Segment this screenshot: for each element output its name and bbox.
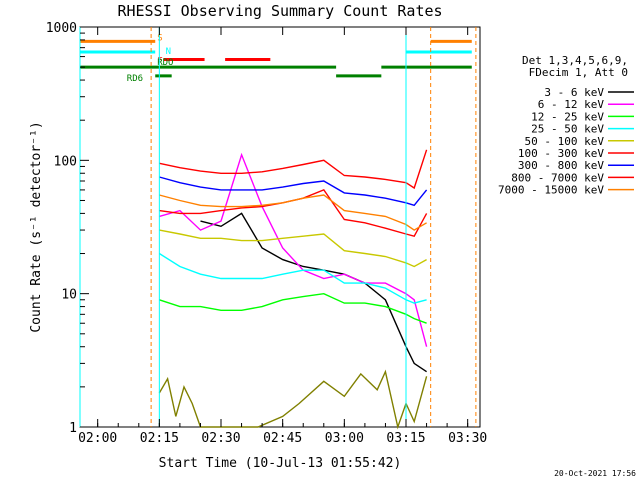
x-tick-label-2: 02:15: [140, 431, 179, 446]
legend-label-8: 800 - 7000 keV: [511, 171, 604, 184]
y-tick-label-3: 100: [54, 154, 77, 169]
state-label-rd6: RD6: [127, 74, 143, 84]
state-label-rdo: RDO: [157, 58, 173, 68]
legend-header-1: Det 1,3,4,5,6,9,: [522, 54, 628, 67]
axes-layer: 02:00 02:15 02:30 02:45 03:00 03:15 03:30 1 10 10…: [46, 21, 488, 446]
legend-label-2: 6 - 12 keV: [538, 98, 605, 111]
legend-label-6: 100 - 300 keV: [518, 147, 604, 160]
series-line-4: [158, 252, 427, 304]
series-line-3: [159, 292, 427, 324]
chart-title: RHESSI Observing Summary Count Rates: [117, 2, 442, 20]
y-tick-label-2: 10: [61, 288, 77, 303]
x-tick-label-5: 03:00: [325, 431, 364, 446]
state-label-f: F: [157, 57, 162, 67]
series-line-5: [159, 229, 427, 268]
y-axis-label: Count Rate (s⁻¹ detector⁻¹): [29, 121, 44, 332]
y-tick-label-1: 1: [69, 421, 77, 436]
series-line-10: [158, 369, 428, 430]
state-label-n: N: [166, 47, 171, 57]
x-tick-label-3: 02:30: [201, 431, 240, 446]
legend: Det 1,3,4,5,6,9,FDecim 1, Att 0 3 - 6 keV…: [498, 54, 634, 197]
x-tick-label-1: 02:00: [78, 431, 117, 446]
x-axis-label: Start Time (10-Jul-13 01:55:42): [159, 456, 402, 471]
state-label-s: S: [157, 33, 162, 43]
y-axis-label-text: Count Rate (s⁻¹ detector⁻¹): [29, 121, 44, 332]
legend-label-7: 300 - 800 keV: [518, 159, 604, 172]
event-lines-layer: [79, 27, 477, 427]
x-tick-label-7: 03:30: [448, 431, 487, 446]
legend-label-5: 50 - 100 keV: [525, 135, 605, 148]
x-tick-label-4: 02:45: [263, 431, 302, 446]
legend-header-2: FDecim 1, Att 0: [529, 66, 628, 79]
series-line-7: [159, 176, 428, 207]
legend-label-4: 25 - 50 keV: [531, 123, 604, 136]
series-line-9: [159, 194, 427, 231]
footer-timestamp: 20-Oct-2021 17:56: [554, 469, 636, 478]
x-tick-label-6: 03:15: [386, 431, 425, 446]
series-line-2: [159, 152, 428, 347]
legend-label-1: 3 - 6 keV: [544, 86, 604, 99]
legend-label-9: 7000 - 15000 keV: [498, 184, 604, 197]
y-tick-label-4: 1000: [46, 21, 77, 36]
series-line-8: [159, 149, 428, 190]
series-layer: [158, 149, 428, 430]
legend-label-3: 12 - 25 keV: [531, 110, 604, 123]
